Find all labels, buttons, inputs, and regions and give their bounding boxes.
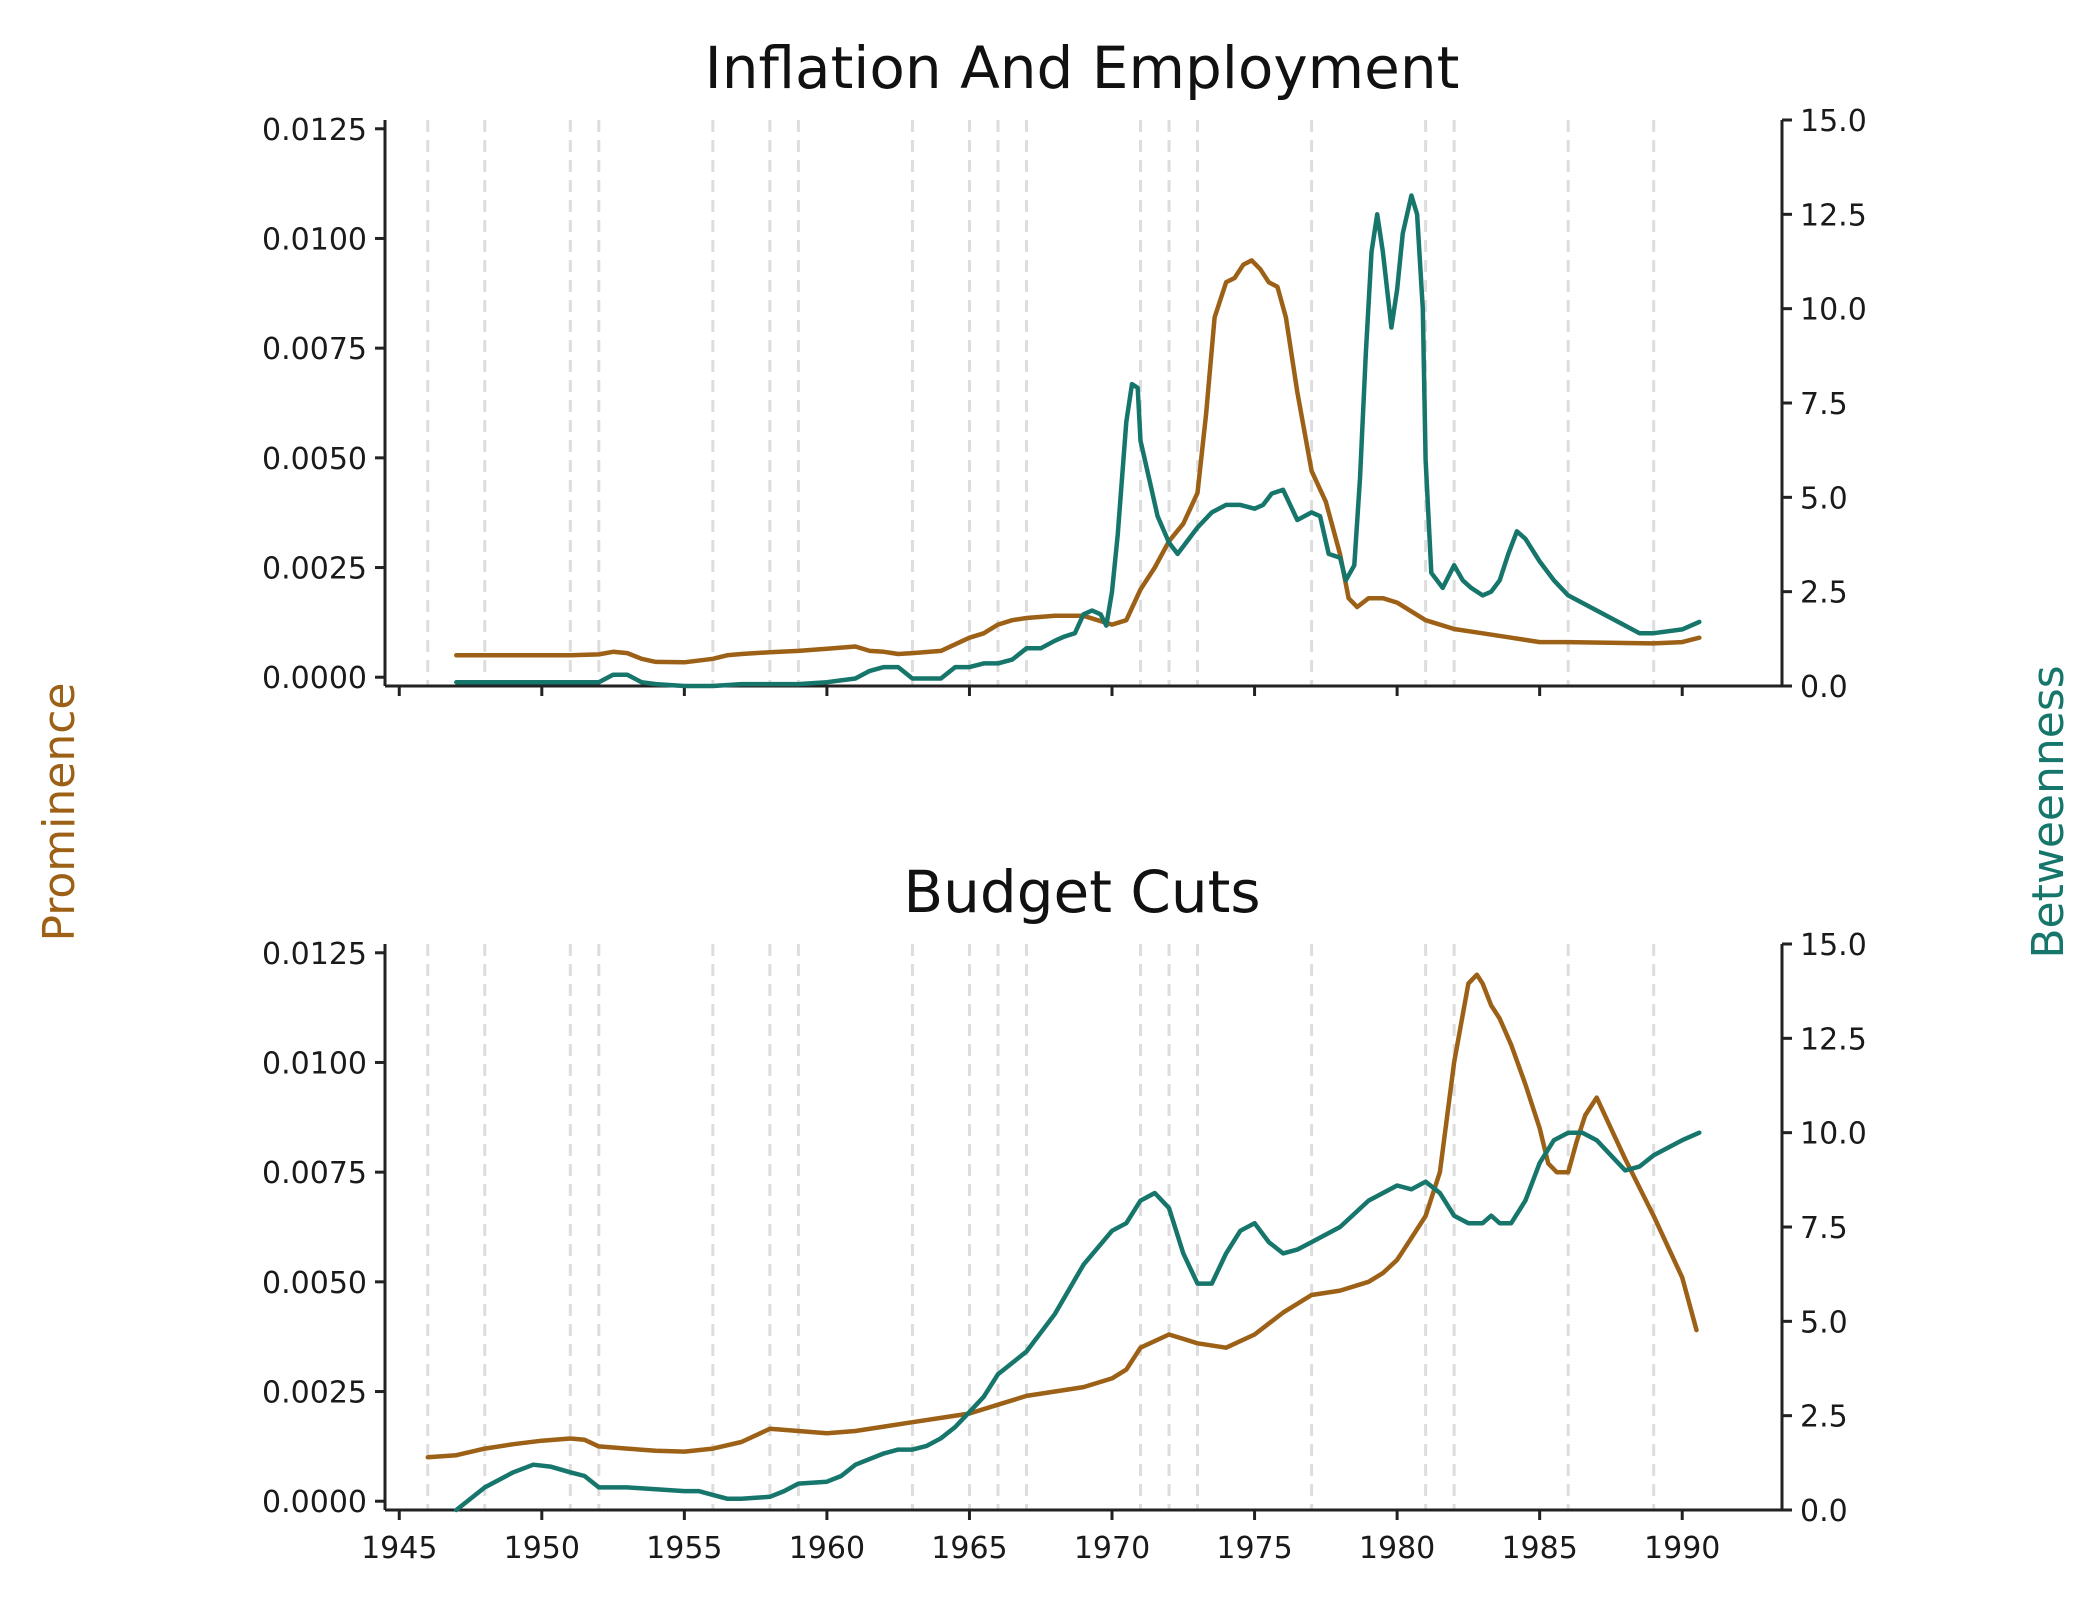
right-tick-label: 12.5 [1800,198,1867,233]
left-tick-label: 0.0050 [262,1266,367,1301]
right-tick-label: 7.5 [1800,387,1848,422]
right-tick-label: 12.5 [1800,1022,1867,1057]
right-tick-label: 0.0 [1800,1494,1848,1529]
right-tick-label: 2.5 [1800,576,1848,611]
x-tick-label: 1960 [789,1531,865,1566]
betweenness-line [454,193,1702,689]
right-tick-label: 2.5 [1800,1400,1848,1435]
left-axis-label: Prominence [34,683,85,942]
panel-title: Budget Cuts [903,858,1260,926]
prominence-line [454,258,1702,665]
x-tick-label: 1970 [1074,1531,1150,1566]
right-tick-label: 10.0 [1800,1117,1867,1152]
left-tick-label: 0.0100 [262,222,367,257]
left-tick-label: 0.0000 [262,661,367,696]
x-tick-label: 1950 [504,1531,580,1566]
left-tick-label: 0.0100 [262,1046,367,1081]
panel-title: Inflation And Employment [705,34,1460,102]
betweenness-line [454,1130,1702,1513]
left-tick-label: 0.0050 [262,442,367,477]
x-tick-label: 1975 [1216,1531,1292,1566]
left-tick-label: 0.0025 [262,552,367,587]
right-axis-label: Betweenness [2023,665,2074,958]
right-tick-label: 10.0 [1800,293,1867,328]
right-tick-label: 15.0 [1800,928,1867,963]
panel-budget-cuts: Budget Cuts 0.00000.00250.00500.00750.01… [262,858,1867,1566]
prominence-line [425,972,1699,1460]
left-tick-label: 0.0025 [262,1376,367,1411]
right-tick-label: 15.0 [1800,104,1867,139]
x-tick-label: 1990 [1644,1531,1720,1566]
x-tick-label: 1955 [646,1531,722,1566]
x-tick-label: 1965 [931,1531,1007,1566]
panel-inflation-and-employment: Inflation And Employment 0.0000 0.0025 0.0… [262,34,1867,705]
right-tick-label: 7.5 [1800,1211,1848,1246]
left-tick-label: 0.0125 [262,113,367,148]
x-tick-label: 1985 [1501,1531,1577,1566]
left-tick-label: 0.0075 [262,332,367,367]
right-tick-label: 0.0 [1800,670,1848,705]
left-tick-label: 0.0000 [262,1485,367,1520]
right-tick-label: 5.0 [1800,481,1848,516]
x-tick-label: 1945 [361,1531,437,1566]
right-tick-label: 5.0 [1800,1305,1848,1340]
left-tick-label: 0.0075 [262,1156,367,1191]
left-tick-label: 0.0125 [262,937,367,972]
x-tick-label: 1980 [1359,1531,1435,1566]
